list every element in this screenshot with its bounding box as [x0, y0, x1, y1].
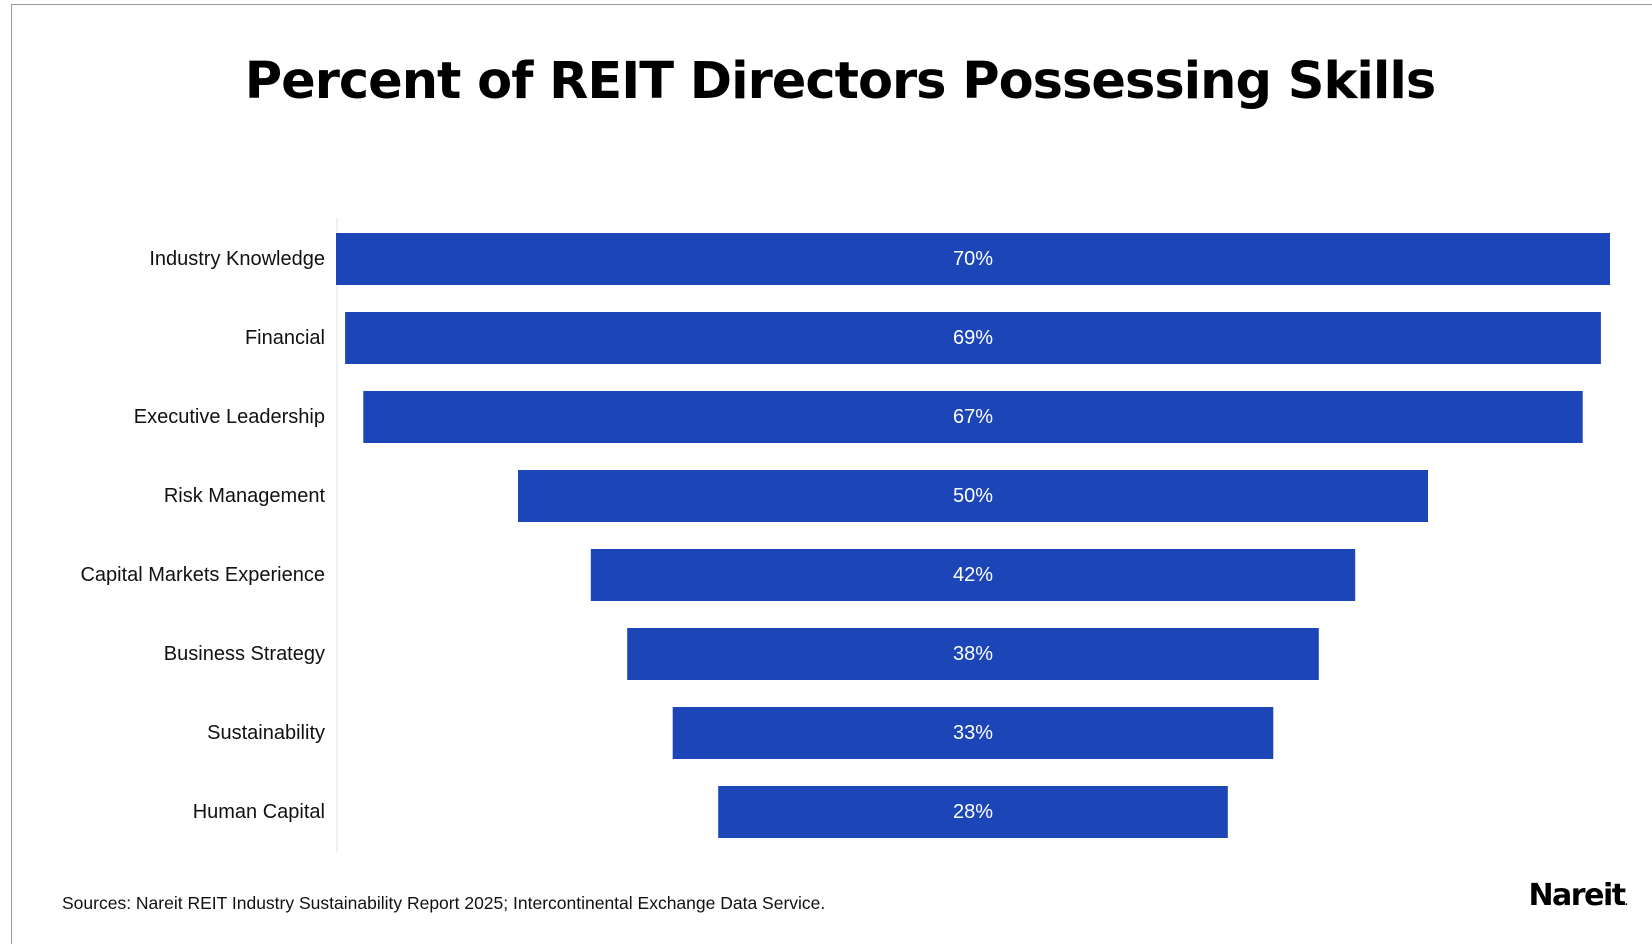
bar-capital-markets-experience	[590, 549, 1356, 601]
category-label: Executive Leadership	[134, 406, 325, 428]
bar-group: Industry Knowledge 70% Financial 69% Executi…	[80, 233, 1610, 838]
logo-mark: .	[1624, 898, 1628, 908]
category-label: Industry Knowledge	[149, 248, 325, 270]
chart-frame	[11, 4, 1652, 944]
nareit-logo: Nareit.	[1528, 878, 1628, 913]
value-label: 28%	[953, 801, 993, 823]
value-label: 50%	[953, 485, 993, 507]
category-label: Risk Management	[164, 485, 326, 507]
logo-text: Nareit	[1528, 878, 1626, 913]
funnel-bar-chart: Industry Knowledge 70% Financial 69% Executi…	[80, 218, 1610, 852]
category-label: Business Strategy	[164, 643, 325, 665]
category-label: Financial	[245, 327, 325, 349]
bar-industry-knowledge	[336, 233, 1610, 285]
category-label: Sustainability	[207, 722, 325, 744]
value-label: 70%	[953, 248, 993, 270]
chart-title: Percent of REIT Directors Possessing Ski…	[244, 52, 1436, 111]
value-label: 67%	[953, 406, 993, 428]
value-label: 69%	[953, 327, 993, 349]
category-label: Capital Markets Experience	[80, 564, 325, 586]
category-label: Human Capital	[193, 801, 325, 823]
value-label: 33%	[953, 722, 993, 744]
bar-human-capital	[718, 786, 1228, 838]
bar-financial	[345, 312, 1601, 364]
bar-risk-management	[518, 470, 1428, 522]
bar-executive-leadership	[363, 391, 1583, 443]
bar-business-strategy	[627, 628, 1319, 680]
value-label: 42%	[953, 564, 993, 586]
bar-sustainability	[672, 707, 1274, 759]
source-note: Sources: Nareit REIT Industry Sustainabi…	[62, 893, 826, 913]
value-label: 38%	[953, 643, 993, 665]
